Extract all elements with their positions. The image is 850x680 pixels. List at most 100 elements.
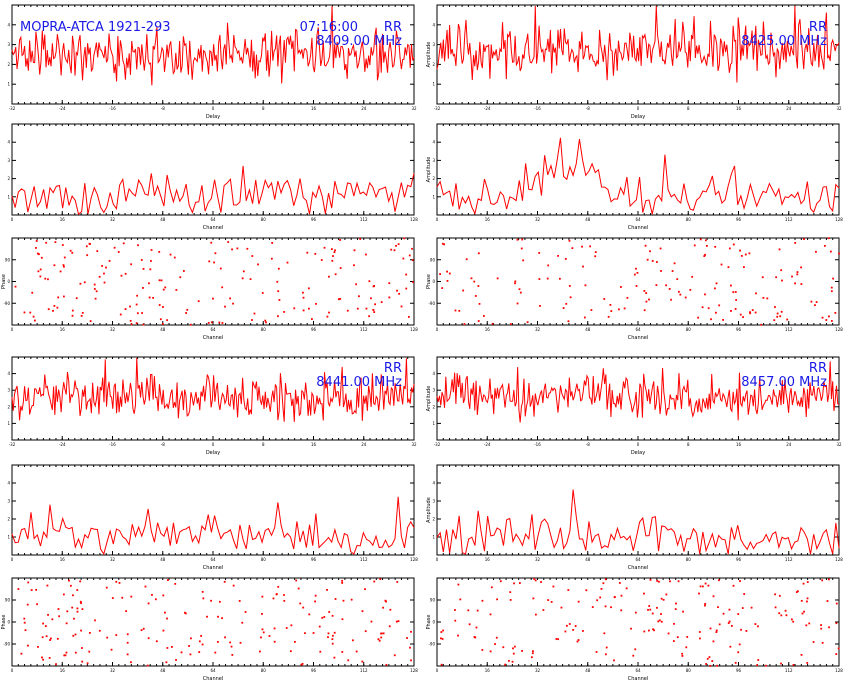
phase-point — [224, 305, 226, 308]
phase-point — [261, 628, 264, 631]
phase-point — [591, 606, 594, 608]
x-tick-label: 16 — [60, 217, 66, 222]
phase-point — [135, 303, 138, 306]
phase-point — [105, 586, 108, 589]
phase-point — [567, 320, 570, 323]
x-tick-label: 96 — [736, 217, 742, 222]
phase-point — [197, 300, 200, 303]
amplitude-series-line — [11, 496, 415, 556]
phase-point — [675, 602, 677, 605]
phase-point — [174, 582, 177, 585]
phase-point — [358, 295, 360, 298]
phase-point — [716, 664, 718, 667]
phase-point — [149, 268, 152, 271]
phase-point — [108, 260, 111, 262]
phase-point — [119, 313, 122, 316]
phase-point — [333, 656, 336, 659]
phase-point — [283, 311, 286, 313]
x-tick-label: 80 — [686, 557, 692, 562]
x-tick-label: 64 — [210, 217, 216, 222]
x-tick-label: 24 — [361, 442, 367, 447]
phase-point — [648, 605, 651, 607]
x-axis-label: Channel — [628, 335, 649, 341]
phase-point — [89, 243, 91, 245]
x-axis-label: Channel — [628, 676, 649, 680]
phase-point — [190, 637, 192, 640]
phase-point — [727, 622, 730, 624]
x-tick-label: 64 — [210, 327, 216, 332]
y-tick-label: 3 — [7, 388, 10, 393]
x-tick-label: 64 — [635, 668, 641, 673]
x-tick-label: 32 — [110, 217, 116, 222]
phase-point — [23, 311, 26, 314]
phase-point — [44, 277, 47, 280]
x-tick-label: 32 — [535, 327, 541, 332]
phase-point — [705, 663, 707, 665]
y-axis-label: Phase — [426, 274, 432, 289]
phase-point — [365, 307, 368, 310]
phase-point — [166, 319, 169, 322]
phase-point — [454, 609, 456, 611]
x-tick-label: 64 — [210, 668, 216, 673]
phase-point — [35, 247, 37, 249]
phase-point — [389, 608, 392, 611]
phase-point — [714, 287, 716, 290]
y-tick-label: 4 — [7, 481, 10, 486]
phase-point — [620, 286, 622, 288]
phase-point — [826, 600, 829, 602]
phase-point — [677, 580, 680, 583]
phase-point — [808, 622, 811, 625]
y-tick-label: 3 — [7, 42, 10, 47]
phase-point — [185, 312, 188, 314]
phase-point — [649, 250, 651, 253]
x-tick-label: -24 — [484, 106, 491, 111]
phase-point — [749, 311, 751, 314]
phase-point — [714, 245, 717, 248]
phase-point — [410, 630, 412, 633]
phase-point — [350, 598, 353, 601]
phase-point — [142, 627, 145, 630]
phase-point — [79, 600, 82, 603]
amplitude-series-line — [11, 5, 415, 86]
phase-point — [135, 322, 138, 325]
phase-point — [728, 247, 731, 250]
phase-point — [673, 262, 676, 265]
phase-point — [596, 599, 599, 602]
x-tick-label: 16 — [60, 557, 66, 562]
polarization-label: RR — [384, 20, 402, 35]
phase-point — [649, 578, 652, 581]
phase-point — [372, 308, 375, 311]
phase-point — [676, 636, 679, 639]
phase-point — [742, 316, 744, 318]
phase-point — [440, 663, 443, 666]
phase-point — [323, 616, 326, 618]
phase-point — [594, 251, 597, 254]
phase-point — [701, 585, 704, 588]
phase-point — [673, 622, 675, 625]
x-tick-label: 80 — [686, 668, 692, 673]
phase-point — [748, 252, 751, 255]
polarization-label: RR — [809, 361, 827, 376]
phase-point — [495, 636, 498, 639]
phase-point — [513, 645, 516, 648]
phase-point — [79, 282, 82, 285]
phase-point — [300, 663, 303, 666]
plot-panel-channel: 0 16 32 48 64 80 96 112 128 1 2 3 4 Channel — [7, 464, 418, 571]
phase-point — [605, 653, 607, 656]
phase-point — [613, 659, 615, 662]
phase-point — [603, 632, 606, 635]
phase-point — [682, 610, 684, 613]
phase-point — [693, 244, 696, 247]
phase-point — [407, 316, 410, 318]
phase-point — [740, 628, 742, 631]
phase-point — [814, 304, 816, 307]
x-tick-label: -8 — [161, 442, 165, 447]
phase-point — [159, 318, 162, 321]
phase-point — [136, 312, 139, 315]
phase-point — [474, 295, 477, 297]
phase-point — [607, 315, 610, 318]
phase-point — [42, 622, 44, 625]
phase-point — [648, 629, 650, 632]
y-axis-label: Amplitude — [426, 386, 432, 412]
phase-point — [655, 261, 658, 263]
